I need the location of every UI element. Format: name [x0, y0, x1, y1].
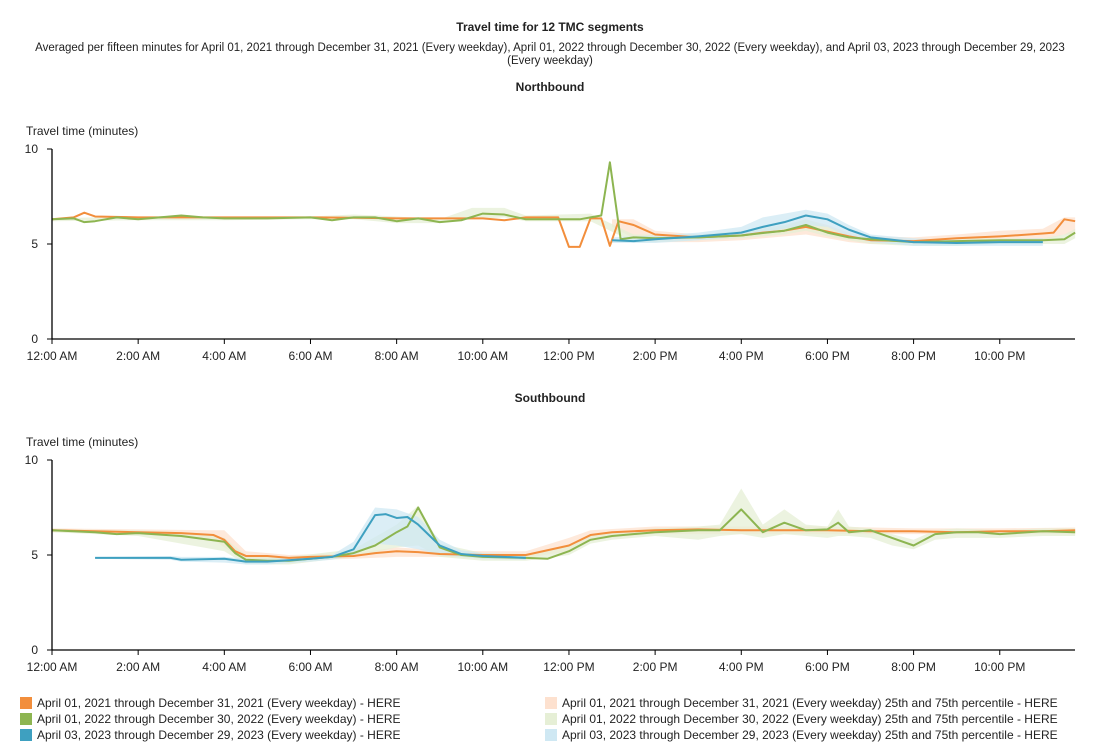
x-tick-label: 10:00 PM — [974, 349, 1025, 363]
chart-title: Travel time for 12 TMC segments — [456, 20, 644, 34]
x-tick-label: 2:00 PM — [633, 349, 678, 363]
legend-swatch — [545, 729, 557, 741]
series-line-2[interactable] — [95, 513, 526, 563]
x-tick-label: 6:00 AM — [288, 349, 332, 363]
y-axis-label: Travel time (minutes) — [26, 124, 138, 138]
legend-label: April 03, 2023 through December 29, 2023… — [562, 728, 1058, 742]
chart-panel-southbound: Southbound Travel time (minutes) 0 5 10 12:00… — [25, 391, 1076, 674]
x-tick-label: 4:00 PM — [719, 349, 764, 363]
legend-swatch — [545, 713, 557, 725]
y-tick-label: 0 — [31, 332, 38, 346]
legend-label: April 01, 2021 through December 31, 2021… — [562, 696, 1058, 710]
y-tick-label: 5 — [31, 237, 38, 251]
x-tick-label: 4:00 AM — [202, 660, 246, 674]
x-tick-label: 6:00 PM — [805, 349, 850, 363]
series-line-1[interactable] — [51, 161, 1076, 244]
x-tick-label: 2:00 AM — [116, 660, 160, 674]
legend-item-2022[interactable]: April 01, 2022 through December 30, 2022… — [20, 711, 401, 727]
x-tick-label: 4:00 PM — [719, 660, 764, 674]
chart-svg: Northbound Travel time (minutes) 0 5 10 12:00… — [25, 80, 1076, 674]
percentile-band-1 — [52, 488, 1076, 565]
series-line-1[interactable] — [51, 506, 1076, 562]
y-tick-label: 0 — [31, 643, 38, 657]
x-tick-label: 10:00 AM — [457, 660, 508, 674]
chart-subtitle: Averaged per fifteen minutes for April 0… — [35, 42, 1065, 67]
legend-item-2021-percentile[interactable]: April 01, 2021 through December 31, 2021… — [545, 695, 1058, 711]
y-axis-label: Travel time (minutes) — [26, 435, 138, 449]
legend-item-2023[interactable]: April 03, 2023 through December 29, 2023… — [20, 727, 401, 743]
legend-label: April 01, 2021 through December 31, 2021… — [37, 696, 401, 710]
x-tick-label: 12:00 AM — [27, 349, 78, 363]
x-tick-label: 2:00 AM — [116, 349, 160, 363]
legend-swatch — [20, 729, 32, 741]
x-tick-label: 4:00 AM — [202, 349, 246, 363]
x-tick-label: 12:00 AM — [27, 660, 78, 674]
percentile-band-2 — [95, 507, 526, 565]
x-tick-label: 8:00 PM — [891, 349, 936, 363]
x-tick-label: 10:00 AM — [457, 349, 508, 363]
x-tick-label: 6:00 AM — [288, 660, 332, 674]
legend-swatch — [545, 697, 557, 709]
panel-title: Southbound — [515, 391, 586, 405]
percentile-band-0 — [52, 526, 1076, 561]
x-tick-label: 12:00 PM — [543, 660, 594, 674]
panel-title: Northbound — [516, 80, 585, 94]
legend-item-2023-percentile[interactable]: April 03, 2023 through December 29, 2023… — [545, 727, 1058, 743]
x-tick-label: 6:00 PM — [805, 660, 850, 674]
legend-item-2021[interactable]: April 01, 2021 through December 31, 2021… — [20, 695, 401, 711]
y-tick-label: 10 — [25, 142, 39, 156]
x-tick-label: 2:00 PM — [633, 660, 678, 674]
x-tick-label: 8:00 PM — [891, 660, 936, 674]
legend-swatch — [20, 713, 32, 725]
legend-label: April 03, 2023 through December 29, 2023… — [37, 728, 401, 742]
chart-panel-northbound: Northbound Travel time (minutes) 0 5 10 12:00… — [25, 80, 1076, 363]
x-tick-label: 8:00 AM — [375, 660, 419, 674]
legend-item-2022-percentile[interactable]: April 01, 2022 through December 30, 2022… — [545, 711, 1058, 727]
x-tick-label: 8:00 AM — [375, 349, 419, 363]
legend-swatch — [20, 697, 32, 709]
legend-label: April 01, 2022 through December 30, 2022… — [562, 712, 1058, 726]
series-line-2[interactable] — [611, 214, 1043, 245]
y-tick-label: 5 — [31, 548, 38, 562]
y-tick-label: 10 — [25, 453, 39, 467]
legend-label: April 01, 2022 through December 30, 2022… — [37, 712, 401, 726]
x-tick-label: 12:00 PM — [543, 349, 594, 363]
x-tick-label: 10:00 PM — [974, 660, 1025, 674]
